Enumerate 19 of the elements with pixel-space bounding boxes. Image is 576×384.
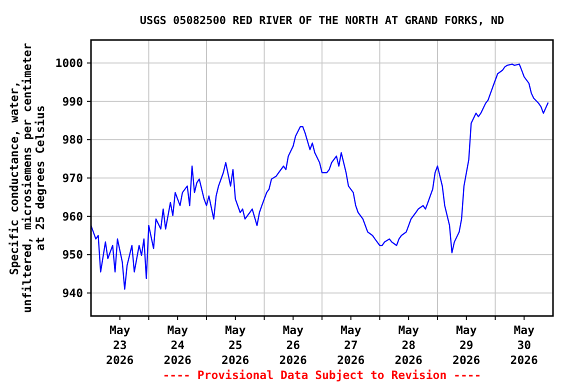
text: ---- Provisional Data Subject to Revision ---- [162, 368, 482, 382]
x-tick-label: May 30 2026 [510, 323, 538, 367]
x-tick-label: May 29 2026 [452, 323, 480, 367]
x-tick-label: May 26 2026 [279, 323, 308, 367]
y-tick-label: 940 [62, 286, 84, 300]
y-tick-label: 980 [62, 132, 84, 147]
x-tick-label: May 24 2026 [164, 323, 192, 367]
y-tick-label: 990 [62, 94, 84, 108]
y-tick-label: 960 [62, 209, 84, 224]
y-tick-label: 1000 [55, 56, 84, 70]
x-tick-label: May 23 2026 [106, 323, 134, 367]
x-tick-label: May 27 2026 [337, 323, 365, 367]
y-axis-title: Specific conductance, water, unfiltered, microsiemens per centimeter at 25 degrees Celsius [7, 42, 47, 314]
y-tick-label: 950 [62, 248, 84, 262]
chart-title: USGS 05082500 RED RIVER OF THE NORTH AT GRAND FORKS, ND [140, 14, 504, 27]
line-series [90, 64, 549, 290]
x-tick-label: May 25 2026 [222, 323, 250, 367]
x-tick-label: May 28 2026 [394, 323, 423, 367]
y-tick-label: 970 [62, 171, 84, 185]
